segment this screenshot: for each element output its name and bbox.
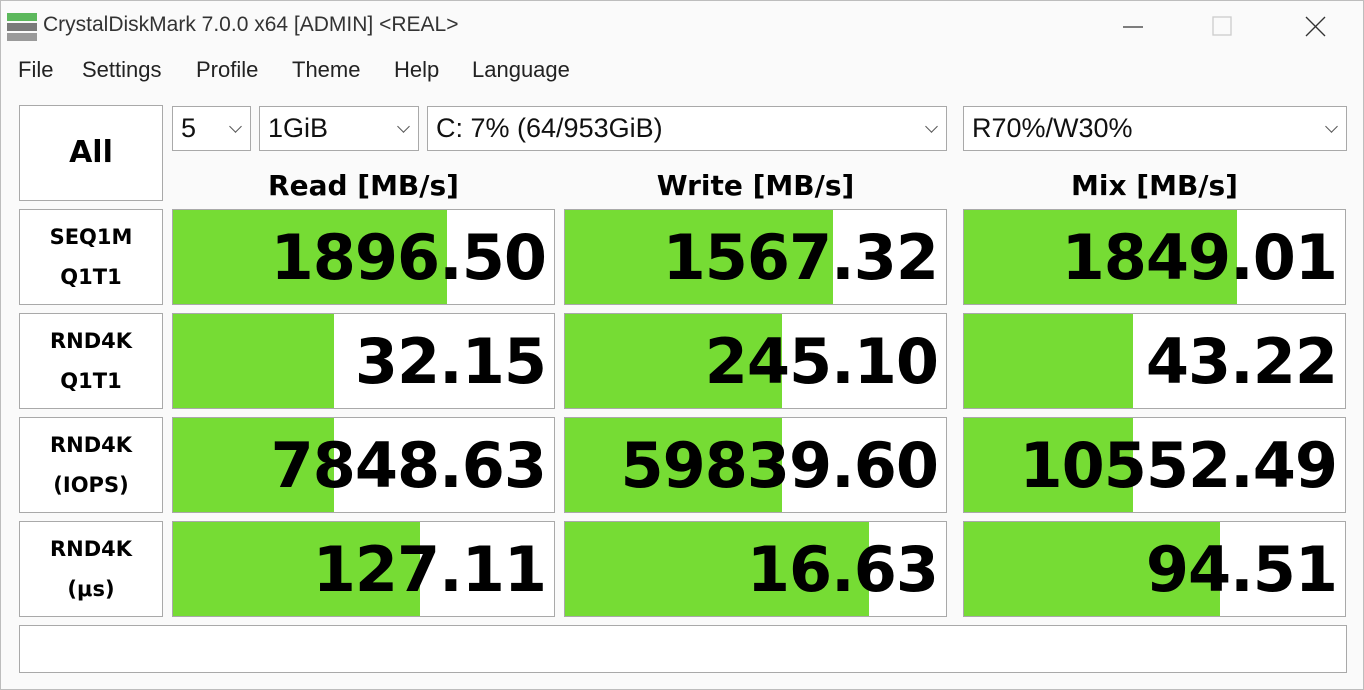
dropdown-value: 5 xyxy=(181,113,197,143)
window-title: CrystalDiskMark 7.0.0 x64 [ADMIN] <REAL> xyxy=(43,13,459,36)
dropdown-value: 1GiB xyxy=(268,113,329,143)
dropdown-arrow xyxy=(397,120,410,133)
meter-bar xyxy=(964,418,1134,512)
window-controls[interactable] xyxy=(1111,11,1341,43)
comment-box[interactable] xyxy=(19,625,1347,673)
menu-item[interactable]: File xyxy=(18,57,54,82)
meter-bar xyxy=(173,210,447,304)
dropdown-arrow xyxy=(1325,120,1338,133)
result-value: 1567.32 xyxy=(662,220,939,294)
row-label-line: SEQ1M xyxy=(49,225,133,249)
result-value: 10552.49 xyxy=(1019,428,1338,502)
dropdown[interactable]: 5 xyxy=(172,106,251,151)
meter-bar xyxy=(173,314,335,408)
result-cell: 1896.50 xyxy=(172,209,555,305)
row-label-line: RND4K xyxy=(49,329,133,353)
dropdown[interactable]: 1GiB xyxy=(259,106,419,151)
result-cell: 59839.60 xyxy=(564,417,947,513)
result-cell: 10552.49 xyxy=(963,417,1346,513)
row-label: RND4K Q1T1 xyxy=(19,313,163,409)
meter-bar xyxy=(173,418,335,512)
result-cell: 32.15 xyxy=(172,313,555,409)
all-button[interactable]: All xyxy=(19,105,163,201)
result-value: 32.15 xyxy=(354,324,547,398)
dropdown[interactable]: R70%/W30% xyxy=(963,106,1347,151)
meter-bar xyxy=(173,522,421,616)
menu-item[interactable]: Settings xyxy=(82,57,162,82)
row-label: RND4K (μs) xyxy=(19,521,163,617)
row-label-line: RND4K xyxy=(49,537,133,561)
dropdown-value: R70%/W30% xyxy=(972,113,1133,143)
app-icon xyxy=(7,13,37,41)
menu-item[interactable]: Help xyxy=(394,57,440,82)
row-label: SEQ1M Q1T1 xyxy=(19,209,163,305)
row-label-line: Q1T1 xyxy=(60,265,122,289)
result-cell: 43.22 xyxy=(963,313,1346,409)
result-value: 59839.60 xyxy=(620,428,939,502)
meter-bar xyxy=(964,314,1134,408)
result-value: 43.22 xyxy=(1145,324,1338,398)
row-label-line: (μs) xyxy=(67,577,115,601)
result-value: 127.11 xyxy=(312,532,547,606)
dropdown[interactable]: C: 7% (64/953GiB) xyxy=(427,106,947,151)
row-label-line: Q1T1 xyxy=(60,369,122,393)
result-cell: 94.51 xyxy=(963,521,1346,617)
meter-bar xyxy=(565,522,869,616)
result-cell: 127.11 xyxy=(172,521,555,617)
result-value: 1849.01 xyxy=(1061,220,1338,294)
meter-bar xyxy=(964,522,1220,616)
result-cell: 1567.32 xyxy=(564,209,947,305)
row-label-line: (IOPS) xyxy=(53,473,129,497)
menu-item[interactable]: Profile xyxy=(196,57,259,82)
dropdown-value: C: 7% (64/953GiB) xyxy=(436,113,663,143)
result-value: 7848.63 xyxy=(270,428,547,502)
result-value: 94.51 xyxy=(1145,532,1338,606)
result-cell: 16.63 xyxy=(564,521,947,617)
row-label-line: RND4K xyxy=(49,433,133,457)
meter-bar xyxy=(565,210,834,304)
result-cell: 7848.63 xyxy=(172,417,555,513)
dropdown-arrow xyxy=(229,120,242,133)
dropdown-arrow xyxy=(925,120,938,133)
column-header: Mix [MB/s] xyxy=(1071,169,1238,202)
column-header: Write [MB/s] xyxy=(656,169,855,202)
meter-bar xyxy=(964,210,1237,304)
menu-item[interactable]: Theme xyxy=(292,57,361,82)
result-cell: 245.10 xyxy=(564,313,947,409)
row-label: RND4K (IOPS) xyxy=(19,417,163,513)
result-value: 1896.50 xyxy=(270,220,547,294)
meter-bar xyxy=(565,418,783,512)
meter-bar xyxy=(565,314,783,408)
result-value: 245.10 xyxy=(704,324,939,398)
result-cell: 1849.01 xyxy=(963,209,1346,305)
column-header: Read [MB/s] xyxy=(268,169,459,202)
menu-item[interactable]: Language xyxy=(472,57,570,82)
result-value: 16.63 xyxy=(746,532,939,606)
